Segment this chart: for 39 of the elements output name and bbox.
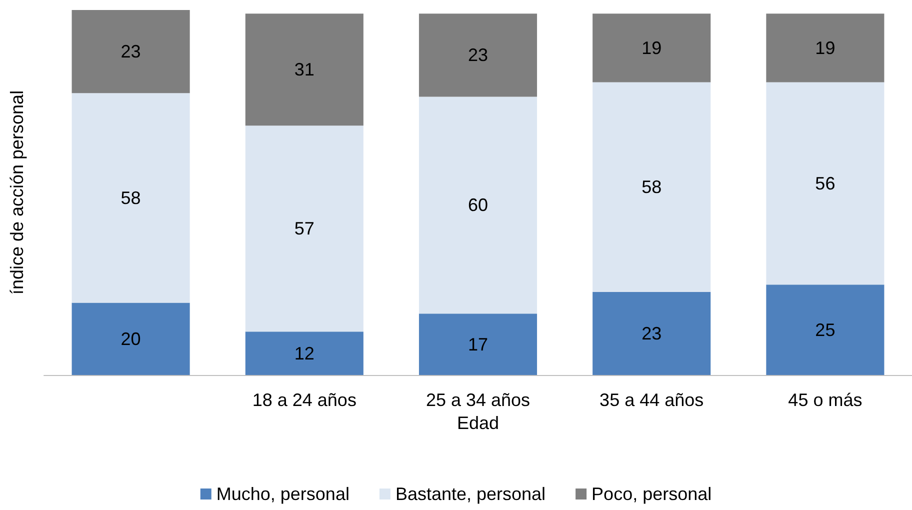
data-label: 19 [815,38,836,58]
x-axis-title: Edad [456,412,500,433]
x-tick-label: 18 a 24 años [252,390,356,410]
x-tick-label: 25 a 34 años [426,390,530,410]
bar [72,302,190,375]
y-axis-title: índice de acción personal [7,90,27,295]
bar [592,292,711,375]
data-label: 25 [815,320,836,340]
bar [72,10,190,94]
data-label: 19 [642,38,662,58]
bar [592,82,711,292]
bar [72,93,190,303]
data-label: 58 [642,177,662,198]
data-label: 57 [294,218,314,239]
bar [245,126,364,332]
bar [245,332,364,375]
legend-label: Bastante, personal [395,484,546,504]
data-label: 12 [294,343,314,364]
data-label: 17 [468,334,488,354]
data-label: 23 [120,42,141,62]
bar [766,82,884,285]
bar [418,14,538,97]
data-label: 31 [294,60,314,80]
data-label: 20 [120,328,141,349]
data-label: 60 [468,195,488,216]
bar [245,14,364,126]
bar [418,96,538,314]
bar [766,14,884,82]
bar [418,314,538,375]
data-label: 23 [468,45,488,66]
data-label: 56 [815,173,836,194]
x-tick-label: 35 a 44 años [600,390,704,410]
data-label: 23 [642,323,662,344]
legend-label: Mucho, personal [216,484,350,504]
bar [766,284,884,375]
data-label: 58 [120,188,141,208]
bar [592,14,711,82]
legend-label: Poco, personal [592,484,712,504]
x-tick-label: 45 o más [788,390,862,410]
